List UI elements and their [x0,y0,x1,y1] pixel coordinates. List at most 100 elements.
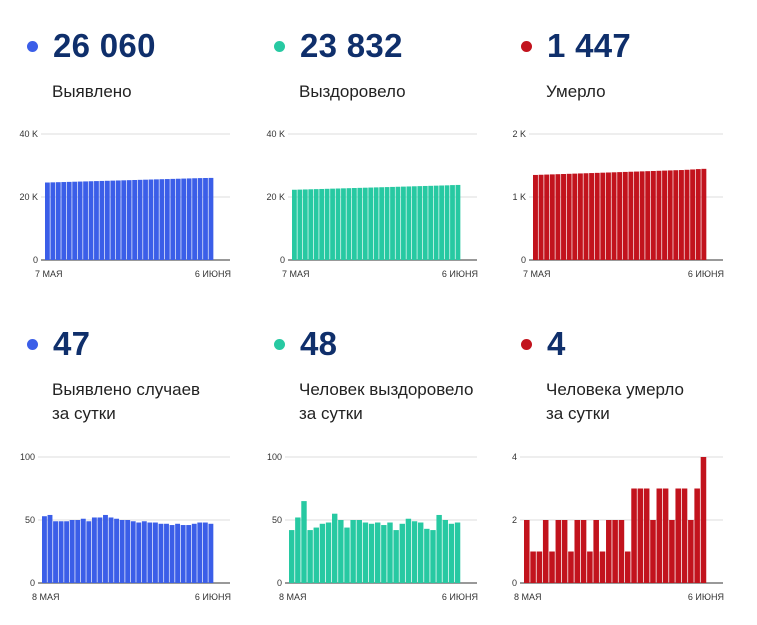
bar [313,527,319,583]
bar [152,522,158,583]
bar [80,518,86,583]
label-line: Человек выздоровело [299,380,474,399]
bar [656,488,663,583]
bar [158,523,164,583]
chart-total-recovered: 40 K 20 K 0 7 МАЯ 6 ИЮНЯ [266,129,478,279]
stat-row: 47 [27,324,90,364]
bar [639,171,645,260]
bar [549,174,555,260]
legend-dot [274,338,285,350]
bar [606,520,612,583]
bar [350,520,356,583]
bar [572,173,578,260]
y-tick-label: 40 K [19,129,38,139]
bar [450,185,455,260]
bar [533,174,538,260]
bar [612,520,618,583]
bar [411,521,418,583]
bar [611,172,617,260]
bar [618,520,625,583]
bar [325,522,332,583]
bar [307,530,313,583]
y-tick-label: 0 [33,255,38,265]
bar [442,520,448,583]
bar [47,514,53,583]
chart-daily-died: 4 2 0 8 МАЯ 6 ИЮНЯ [512,452,724,602]
bar [301,501,307,583]
bar [645,171,651,260]
bar [357,187,363,261]
bar [42,516,47,583]
bar [154,179,159,260]
bar [192,178,197,260]
bar [650,170,656,260]
bar [186,525,192,583]
bar [77,181,83,260]
bar [362,522,369,583]
bar [148,179,154,260]
bar [662,488,669,583]
stat-value: 4 [547,325,566,362]
x-start-label: 7 МАЯ [282,269,310,279]
y-tick-label: 0 [280,255,285,265]
stat-value: 1 447 [547,27,632,64]
bar [688,520,694,583]
bar [390,186,395,260]
bar [341,188,346,260]
label-line: Выздоровело [299,82,406,101]
label-line: за сутки [52,404,116,423]
y-tick-label: 100 [20,452,35,462]
bar [126,180,132,260]
legend-dot [274,40,285,52]
x-end-label: 6 ИЮНЯ [688,269,724,279]
bar [338,520,344,583]
bar [694,488,700,583]
bar [86,521,92,583]
bar [332,513,338,583]
bar [159,179,165,260]
x-end-label: 6 ИЮНЯ [195,269,231,279]
bar [121,180,127,260]
stat-row: 48 [274,324,337,364]
bar [141,521,147,583]
stat-label: Человек выздоровело за сутки [299,378,474,426]
bar [678,170,684,260]
bar [399,523,405,583]
bar [589,173,595,260]
stat-row: 4 [521,324,566,364]
bar [387,522,393,583]
bar [289,530,295,583]
label-line: Человека умерло [546,380,684,399]
stat-row: 23 832 [274,26,403,66]
bar [568,551,574,583]
bar [624,551,631,583]
bar [675,488,681,583]
bar [169,525,175,583]
y-tick-label: 20 K [266,192,285,202]
bar [83,181,88,260]
bar [53,521,58,583]
y-tick-label: 2 K [512,129,526,139]
bar [297,189,303,260]
bar [701,168,707,260]
stat-label: Умерло [546,80,606,104]
bar [634,171,639,260]
bar [110,180,116,260]
bar [594,172,600,260]
y-tick-label: 0 [30,578,35,588]
stat-value: 26 060 [53,27,156,64]
bar [379,187,385,261]
bar [197,178,203,260]
x-start-label: 7 МАЯ [35,269,63,279]
label-line: Выявлено случаев [52,380,201,399]
bar [295,517,301,583]
bar [384,187,390,260]
bar [308,189,314,260]
bar [401,186,406,260]
bar [362,187,368,260]
y-tick-label: 2 [512,515,517,525]
bar [549,551,555,583]
x-end-label: 6 ИЮНЯ [442,592,478,602]
label-line: за сутки [299,404,363,423]
bar [580,520,587,583]
